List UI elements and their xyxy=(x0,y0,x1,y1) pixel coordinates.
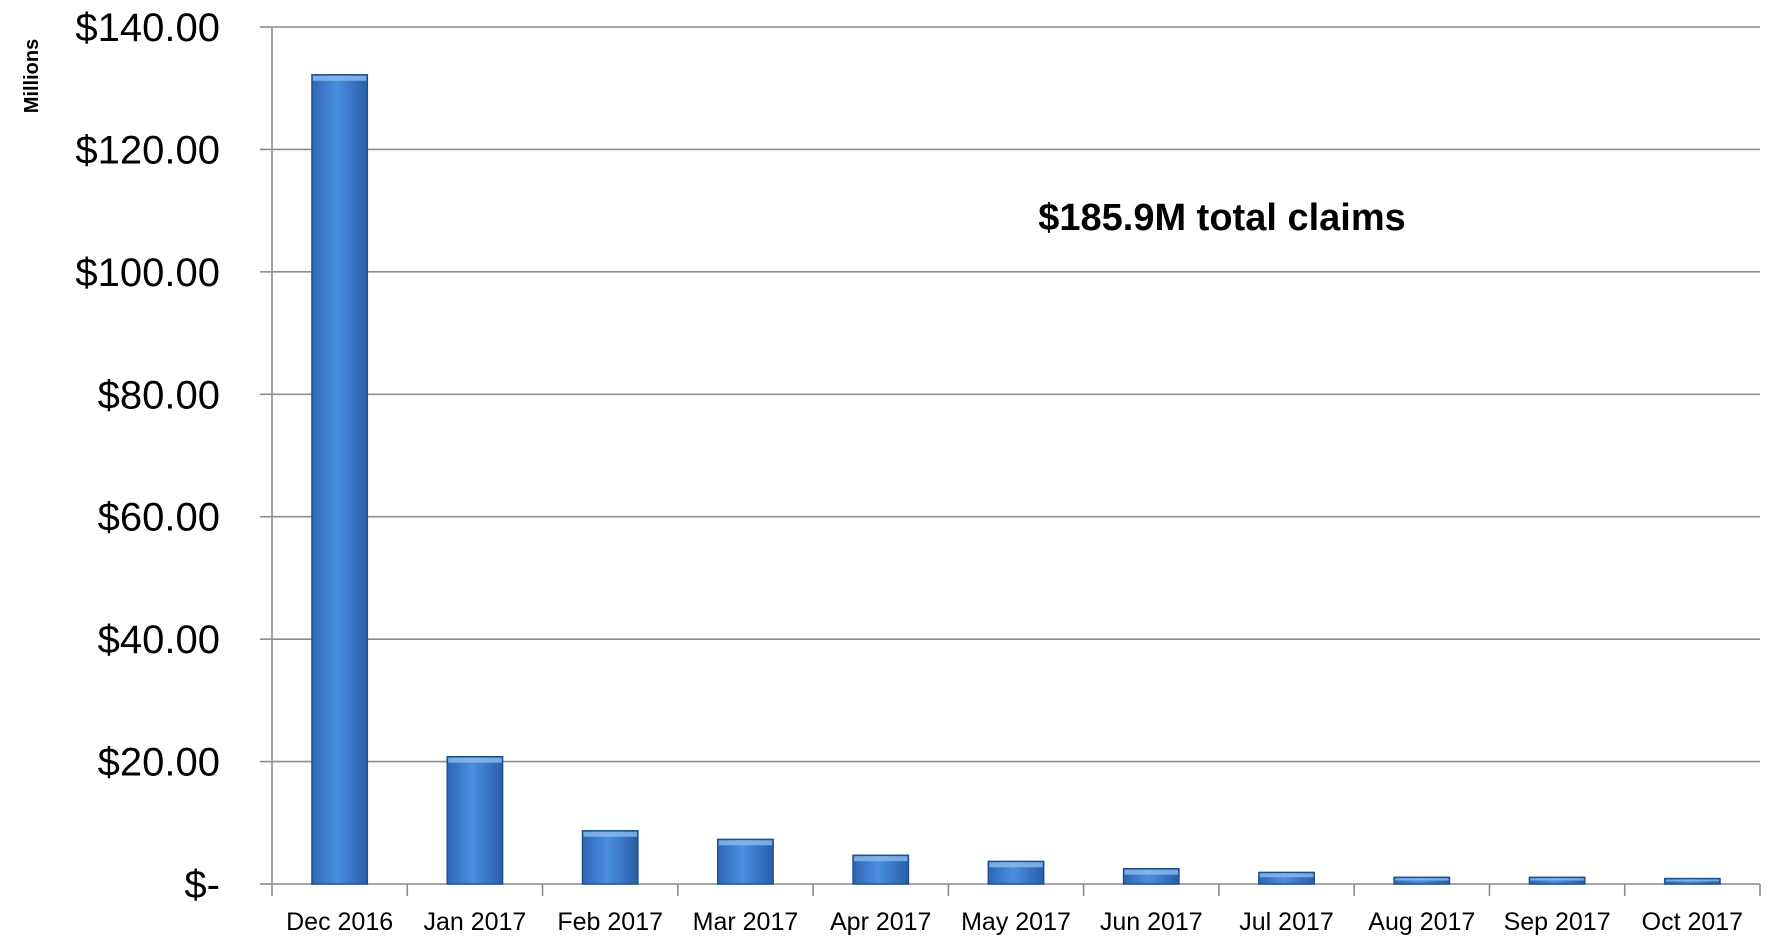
y-tick-label: $60.00 xyxy=(98,496,220,540)
bar-highlight xyxy=(1530,878,1584,881)
bar-aug-2017 xyxy=(1393,876,1451,885)
tick-labels: $- $20.00 $40.00 $60.00 $80.00 $100.00 $120.00… xyxy=(75,6,1743,936)
bar-feb-2017 xyxy=(581,830,639,885)
x-tick-label: Mar 2017 xyxy=(693,908,799,936)
bar-highlight xyxy=(853,856,908,862)
bar xyxy=(1528,876,1586,885)
y-tick-label: $140.00 xyxy=(75,6,220,50)
bar-highlight xyxy=(1395,878,1449,881)
y-tick-label: $120.00 xyxy=(75,128,220,172)
bar-jan-2017 xyxy=(446,755,504,885)
bar-sep-2017 xyxy=(1528,876,1586,885)
x-tick-label: Sep 2017 xyxy=(1504,908,1611,936)
bar xyxy=(446,755,504,885)
x-tick-label: Dec 2016 xyxy=(286,908,393,936)
bar-highlight xyxy=(1259,873,1314,878)
y-axis-unit-label: Millions xyxy=(21,39,43,113)
bar-highlight xyxy=(583,831,637,837)
bar-highlight xyxy=(1124,869,1179,875)
x-tick-label: May 2017 xyxy=(961,908,1071,936)
bars xyxy=(311,74,1721,885)
bar-apr-2017 xyxy=(852,854,910,885)
y-tick-label: $20.00 xyxy=(98,741,220,785)
x-tick-label: Jul 2017 xyxy=(1239,908,1334,936)
x-tick-label: Jan 2017 xyxy=(423,908,526,936)
y-tick-label: $40.00 xyxy=(98,618,220,662)
x-tick-label: Aug 2017 xyxy=(1368,908,1475,936)
bar-mar-2017 xyxy=(717,838,774,885)
bar-highlight xyxy=(1665,879,1720,882)
bar-oct-2017 xyxy=(1663,877,1721,885)
bar-may-2017 xyxy=(987,860,1045,885)
bar xyxy=(717,838,774,885)
bar-highlight xyxy=(448,757,502,763)
bar xyxy=(311,74,369,885)
y-tick-label: $80.00 xyxy=(98,373,220,417)
total-claims-annotation: $185.9M total claims xyxy=(1038,197,1406,239)
bar-jul-2017 xyxy=(1258,871,1315,885)
bar xyxy=(1393,876,1451,885)
bar xyxy=(581,830,639,885)
y-tick-label: $- xyxy=(184,863,220,907)
bar-highlight xyxy=(312,75,367,81)
bar-highlight xyxy=(718,840,773,846)
bar-jun-2017 xyxy=(1122,867,1180,885)
x-tick-label: Apr 2017 xyxy=(830,908,931,936)
bar-highlight xyxy=(989,862,1043,868)
x-tick-label: Oct 2017 xyxy=(1642,908,1743,936)
gridlines xyxy=(272,26,1760,763)
x-tick-label: Jun 2017 xyxy=(1100,908,1203,936)
bar xyxy=(1258,871,1315,885)
bar-dec-2016 xyxy=(311,74,369,885)
y-tick-label: $100.00 xyxy=(75,251,220,295)
x-tick-label: Feb 2017 xyxy=(557,908,663,936)
